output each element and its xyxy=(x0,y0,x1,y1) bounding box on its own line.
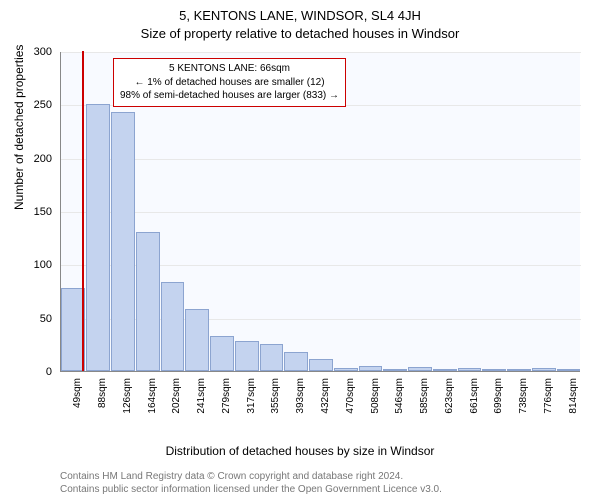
xtick-label: 546sqm xyxy=(394,378,405,418)
ytick-label: 250 xyxy=(22,99,52,111)
ytick-label: 100 xyxy=(22,259,52,271)
chart-container: 5, KENTONS LANE, WINDSOR, SL4 4JH Size o… xyxy=(0,0,600,500)
footer-copyright-1: Contains HM Land Registry data © Crown c… xyxy=(60,471,403,482)
xtick-label: 355sqm xyxy=(270,378,281,418)
histogram-bar xyxy=(482,369,506,371)
xtick-label: 241sqm xyxy=(196,378,207,418)
histogram-bar xyxy=(260,344,284,371)
xtick-label: 279sqm xyxy=(221,378,232,418)
ytick-label: 50 xyxy=(22,313,52,325)
histogram-bar xyxy=(507,369,531,371)
annotation-line: 98% of semi-detached houses are larger (… xyxy=(120,89,339,103)
histogram-bar xyxy=(185,309,209,371)
histogram-bar xyxy=(433,369,457,371)
histogram-bar xyxy=(408,367,432,371)
xtick-label: 164sqm xyxy=(147,378,158,418)
xtick-label: 202sqm xyxy=(171,378,182,418)
xtick-label: 317sqm xyxy=(246,378,257,418)
histogram-bar xyxy=(309,359,333,371)
xtick-label: 776sqm xyxy=(543,378,554,418)
gridline xyxy=(61,212,581,213)
chart-area: 5 KENTONS LANE: 66sqm← 1% of detached ho… xyxy=(60,52,580,412)
xtick-label: 432sqm xyxy=(320,378,331,418)
page-subtitle: Size of property relative to detached ho… xyxy=(0,23,600,41)
ytick-label: 200 xyxy=(22,153,52,165)
xtick-label: 88sqm xyxy=(97,378,108,418)
property-marker-line xyxy=(82,51,84,371)
histogram-bar xyxy=(458,368,482,371)
histogram-bar xyxy=(210,336,234,371)
histogram-bar xyxy=(161,282,185,371)
ytick-label: 0 xyxy=(22,366,52,378)
xtick-label: 49sqm xyxy=(72,378,83,418)
xtick-label: 393sqm xyxy=(295,378,306,418)
gridline xyxy=(61,159,581,160)
page-title: 5, KENTONS LANE, WINDSOR, SL4 4JH xyxy=(0,0,600,23)
histogram-bar xyxy=(557,369,581,371)
xtick-label: 585sqm xyxy=(419,378,430,418)
histogram-bar xyxy=(111,112,135,371)
histogram-bar xyxy=(235,341,259,371)
y-axis-label: Number of detached properties xyxy=(12,45,26,210)
annotation-line: 5 KENTONS LANE: 66sqm xyxy=(120,62,339,76)
annotation-box: 5 KENTONS LANE: 66sqm← 1% of detached ho… xyxy=(113,58,346,107)
footer-copyright-2: Contains public sector information licen… xyxy=(60,484,442,495)
xtick-label: 661sqm xyxy=(469,378,480,418)
histogram-bar xyxy=(136,232,160,371)
xtick-label: 470sqm xyxy=(345,378,356,418)
xtick-label: 508sqm xyxy=(370,378,381,418)
histogram-bar xyxy=(383,369,407,371)
xtick-label: 738sqm xyxy=(518,378,529,418)
xtick-label: 126sqm xyxy=(122,378,133,418)
xtick-label: 699sqm xyxy=(493,378,504,418)
gridline xyxy=(61,52,581,53)
histogram-bar xyxy=(334,368,358,371)
xtick-label: 623sqm xyxy=(444,378,455,418)
xtick-label: 814sqm xyxy=(568,378,579,418)
histogram-bar xyxy=(359,366,383,371)
histogram-bar xyxy=(284,352,308,371)
x-axis-label: Distribution of detached houses by size … xyxy=(0,444,600,458)
ytick-label: 150 xyxy=(22,206,52,218)
annotation-line: ← 1% of detached houses are smaller (12) xyxy=(120,76,339,90)
plot-region: 5 KENTONS LANE: 66sqm← 1% of detached ho… xyxy=(60,52,580,372)
ytick-label: 300 xyxy=(22,46,52,58)
histogram-bar xyxy=(532,368,556,371)
histogram-bar xyxy=(86,104,110,371)
